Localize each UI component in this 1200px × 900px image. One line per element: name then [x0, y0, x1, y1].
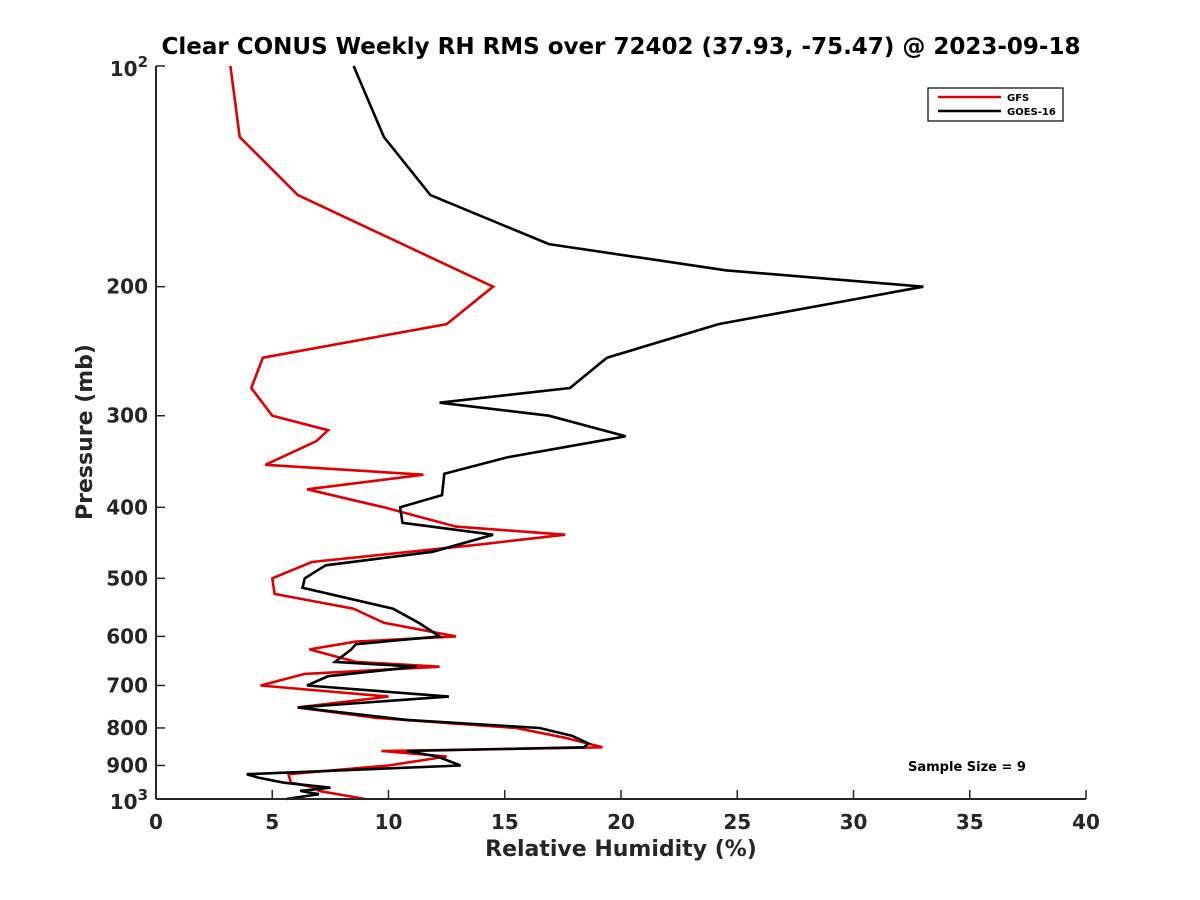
series-line-goes16: [246, 65, 924, 801]
y-axis-ticks: 102 200 300 400 500 600 700 800 900 103: [106, 53, 165, 814]
y-tick-label: 400: [106, 495, 148, 519]
x-tick-label: 5: [265, 810, 279, 834]
y-axis-label: Pressure (mb): [73, 344, 98, 520]
x-tick-label: 10: [375, 810, 403, 834]
sample-size-annotation: Sample Size = 9: [908, 760, 1026, 775]
x-tick-label: 25: [723, 810, 751, 834]
plot-area: [156, 66, 1086, 799]
legend-box: [927, 87, 1064, 122]
y-tick-label: 500: [106, 566, 148, 590]
x-axis-label: Relative Humidity (%): [485, 837, 757, 862]
y-tick-label: 102: [110, 53, 148, 81]
series-line-gfs: [229, 65, 603, 801]
legend-label-goes16: GOES-16: [1007, 107, 1056, 118]
x-axis-ticks: 0 5 10 15 20 25 30 35 40: [149, 790, 1100, 834]
x-tick-label: 35: [956, 810, 984, 834]
series-layer: [229, 65, 924, 801]
x-tick-label: 15: [491, 810, 519, 834]
chart-title: Clear CONUS Weekly RH RMS over 72402 (37…: [162, 34, 1081, 60]
legend: GFS GOES-16: [927, 87, 1064, 122]
y-tick-label: 800: [106, 716, 148, 740]
y-tick-label: 103: [110, 786, 148, 814]
y-tick-label: 200: [106, 275, 148, 299]
y-tick-label: 600: [106, 624, 148, 648]
x-tick-label: 40: [1072, 810, 1100, 834]
y-tick-label: 300: [106, 404, 148, 428]
y-tick-label: 900: [106, 753, 148, 777]
x-tick-label: 0: [149, 810, 163, 834]
x-tick-label: 20: [607, 810, 635, 834]
legend-label-gfs: GFS: [1007, 93, 1029, 104]
x-tick-label: 30: [840, 810, 868, 834]
y-tick-label: 700: [106, 673, 148, 697]
